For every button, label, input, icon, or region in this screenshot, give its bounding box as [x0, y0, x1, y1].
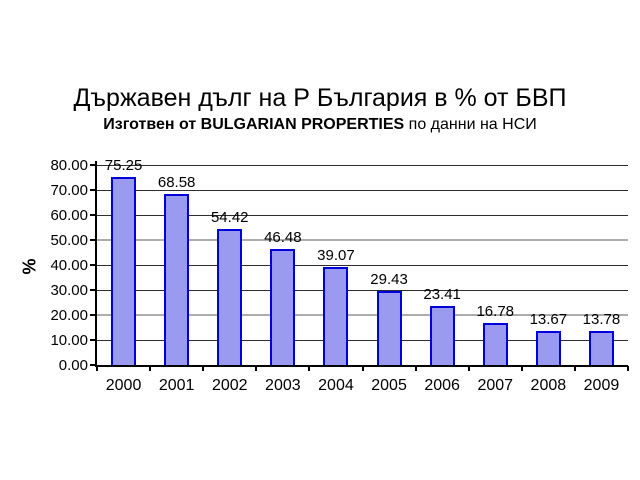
gridline — [97, 215, 628, 216]
bar-value-label: 54.42 — [210, 209, 249, 226]
bar-value-label: 68.58 — [157, 174, 196, 191]
bar-2008 — [535, 331, 561, 365]
gridline — [97, 190, 628, 191]
bar-2005 — [376, 291, 402, 365]
y-axis-tick — [90, 364, 96, 366]
x-axis-tick-label: 2005 — [371, 377, 407, 394]
bar-value-label: 75.25 — [104, 157, 143, 174]
x-axis-tick — [414, 366, 417, 371]
x-axis-tick — [361, 366, 364, 371]
bar-value-label: 23.41 — [423, 286, 461, 303]
gridline — [97, 265, 628, 266]
bar-value-label: 29.43 — [370, 271, 408, 288]
chart-subtitle-bold: Изготвен от BULGARIAN PROPERTIES — [103, 116, 405, 133]
y-axis-tick — [90, 239, 96, 241]
bar-2006 — [429, 306, 455, 365]
bar-2007 — [482, 323, 508, 365]
x-axis-tick — [308, 366, 311, 371]
chart-subtitle: Изготвен от BULGARIAN PROPERTIES по данн… — [0, 116, 640, 134]
bar-value-label: 13.78 — [582, 311, 621, 328]
y-axis-tick-label: 70.00 — [50, 182, 88, 199]
x-axis-tick — [149, 366, 152, 371]
x-axis-tick-label: 2008 — [530, 377, 567, 394]
y-axis-tick-label: 20.00 — [50, 307, 88, 324]
bar-2004 — [323, 267, 349, 365]
y-axis-tick — [90, 339, 96, 341]
y-axis-tick — [90, 264, 96, 266]
chart-title: Държавен дълг на Р България в % от БВП — [73, 84, 567, 112]
gridline — [97, 239, 628, 241]
plot-area: 75.25 68.58 54.42 46.48 39.07 29.43 23.41 16.78… — [97, 158, 628, 367]
chart-subtitle-regular: по данни на НСИ — [404, 116, 537, 133]
x-axis-tick-label: 2003 — [265, 377, 301, 394]
y-axis-tick-label: 40.00 — [50, 257, 88, 274]
x-axis-tick-label: 2000 — [105, 377, 142, 394]
x-axis-tick — [573, 366, 576, 371]
bar-2002 — [217, 229, 243, 365]
bar-2000 — [111, 177, 137, 365]
x-axis-tick-label: 2006 — [424, 377, 460, 394]
y-axis-tick-label: 30.00 — [50, 282, 88, 299]
y-axis-line — [95, 161, 97, 367]
gridline — [97, 340, 628, 341]
bar-2003 — [270, 249, 296, 365]
gridline — [97, 165, 628, 166]
bar-value-label: 16.78 — [476, 303, 515, 320]
bar-2001 — [164, 194, 190, 365]
y-axis-tick-label: 0.00 — [58, 357, 88, 374]
x-axis-tick — [467, 366, 470, 371]
gridline — [97, 290, 628, 291]
y-axis-tick-label: 60.00 — [50, 207, 88, 224]
x-axis-tick — [202, 366, 205, 371]
bar-value-label: 46.48 — [264, 229, 302, 246]
y-axis-tick — [90, 164, 96, 166]
y-axis-tick — [90, 289, 96, 291]
x-axis-tick-label: 2009 — [583, 377, 620, 394]
y-axis-tick-label: 10.00 — [50, 332, 88, 349]
x-axis-tick — [520, 366, 523, 371]
bar-value-label: 13.67 — [529, 311, 568, 328]
bar-2009 — [588, 331, 614, 365]
x-axis-tick-label: 2004 — [318, 377, 354, 394]
gridline — [97, 314, 628, 316]
bar-value-label: 39.07 — [317, 247, 355, 264]
x-axis-tick-label: 2001 — [158, 377, 195, 394]
x-axis-tick-label: 2002 — [211, 377, 248, 394]
x-axis-tick — [255, 366, 258, 371]
y-axis-tick — [90, 189, 96, 191]
y-axis-tick — [90, 214, 96, 216]
y-axis-tick-label: 80.00 — [50, 157, 88, 174]
x-axis-tick-label: 2007 — [477, 377, 514, 394]
x-axis-tick — [96, 366, 98, 371]
x-axis-tick — [627, 366, 629, 371]
y-axis-tick — [90, 314, 96, 316]
y-axis-tick-label: 50.00 — [50, 232, 88, 249]
